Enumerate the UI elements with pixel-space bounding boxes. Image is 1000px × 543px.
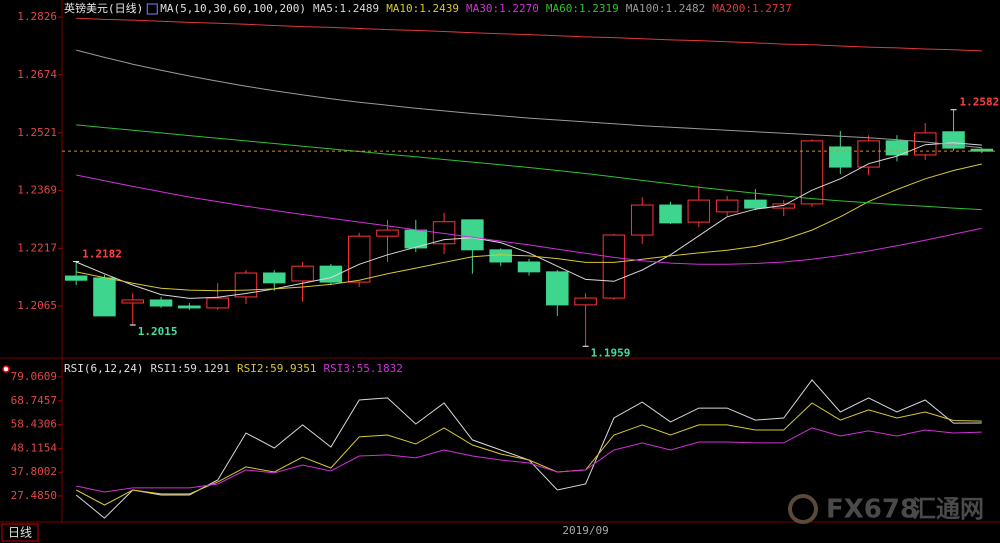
candle-body: [263, 272, 286, 284]
x-tick-label: 2019/09: [562, 524, 608, 537]
y-tick-label: 58.4306: [11, 418, 57, 431]
period-label: 日线: [8, 526, 32, 540]
candle-body: [149, 299, 173, 307]
candle-body: [489, 249, 512, 263]
candle-body: [121, 299, 145, 304]
candle-body: [630, 204, 654, 236]
legend-entry: RSI2:59.9351: [237, 362, 316, 375]
candle-body: [376, 229, 399, 237]
series-line: [76, 17, 982, 52]
candle-body: [744, 199, 767, 209]
high-label: 1.2582: [960, 96, 1000, 109]
candle-body: [178, 305, 201, 309]
y-tick-label: 1.2065: [17, 299, 57, 312]
y-tick-label: 1.2674: [17, 68, 57, 81]
y-tick-label: 37.8002: [11, 465, 57, 478]
legend-entry: RSI3:55.1832: [323, 362, 402, 375]
series-line: [75, 402, 982, 506]
candle-body: [715, 199, 739, 213]
candle-body: [291, 265, 314, 282]
candle-body: [659, 204, 682, 224]
legend-entry: MA10:1.2439: [386, 2, 459, 15]
y-tick-label: 1.2217: [17, 241, 57, 254]
legend-entry: RSI1:59.1291: [150, 362, 229, 375]
y-tick-label: 1.2369: [17, 184, 57, 197]
y-tick-label: 27.4850: [11, 489, 57, 502]
candle-body: [602, 234, 626, 299]
legend-entry: MA30:1.2270: [466, 2, 539, 15]
candle-body: [574, 297, 597, 306]
indicator-label: RSI(6,12,24): [64, 362, 143, 375]
candle-body: [829, 146, 852, 168]
series-line: [76, 163, 982, 292]
candle-body: [206, 297, 229, 309]
candle-body: [772, 203, 795, 209]
candle-body: [234, 272, 258, 298]
candle-body: [461, 219, 484, 251]
y-tick-label: 48.1154: [11, 441, 58, 454]
candle-body: [93, 277, 116, 317]
y-tick-label: 68.7457: [11, 394, 57, 407]
watermark: 汇通网: [912, 495, 984, 523]
series-line: [76, 49, 982, 149]
watermark: FX678: [826, 495, 918, 525]
watermark-logo: [788, 494, 818, 524]
y-tick-label: 1.2826: [17, 10, 57, 23]
candle-body: [546, 271, 569, 306]
candle-body: [517, 261, 541, 273]
candle-body: [432, 221, 456, 245]
candle-body: [857, 140, 880, 168]
legend-icon: [146, 3, 158, 15]
candle-body: [347, 235, 371, 283]
series-line: [76, 142, 982, 299]
series-line: [76, 427, 982, 493]
candle-body: [687, 199, 711, 223]
candle-body: [64, 275, 88, 281]
legend-entry: MA200:1.2737: [712, 2, 791, 15]
y-tick-label: 79.0609: [11, 370, 57, 383]
series-line: [76, 124, 982, 211]
high-label: 1.2182: [82, 248, 122, 261]
legend-entry: MA100:1.2482: [626, 2, 705, 15]
legend-entry: MA60:1.2319: [546, 2, 619, 15]
period-box: [1, 523, 39, 542]
chart-title: 英镑美元(日线): [64, 1, 143, 15]
indicator-label: MA(5,10,30,60,100,200): [160, 2, 306, 15]
legend-entry: MA5:1.2489: [313, 2, 379, 15]
series-line: [76, 174, 982, 265]
candle-body: [319, 265, 343, 283]
y-tick-label: 1.2521: [17, 126, 57, 139]
low-label: 1.1959: [591, 346, 631, 359]
low-label: 1.2015: [138, 325, 178, 338]
pane-marker: [2, 365, 10, 373]
